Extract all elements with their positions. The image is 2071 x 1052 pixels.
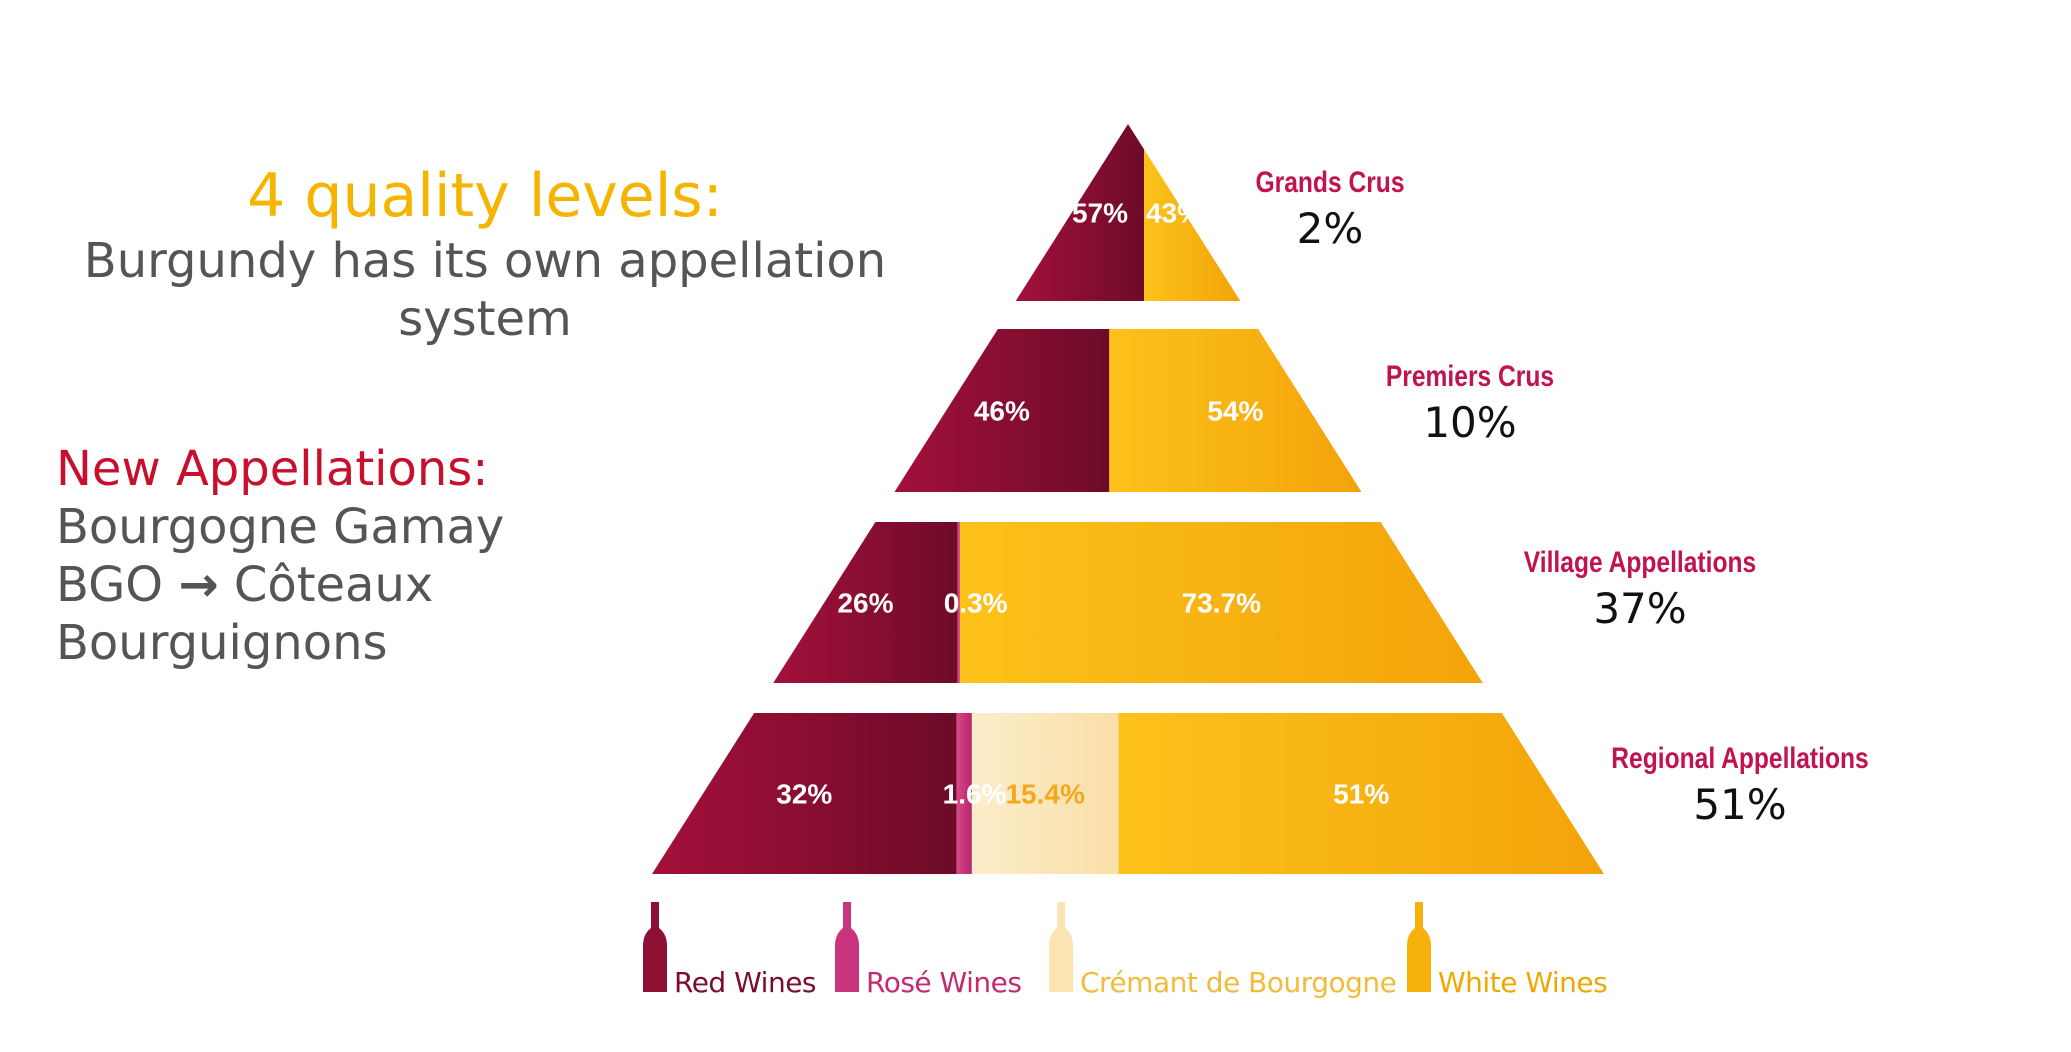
- segment-value-label: 0.3%: [944, 588, 1008, 619]
- level-label-grands-crus: Grands Crus 2%: [1190, 166, 1470, 253]
- level-share: 2%: [1296, 204, 1364, 253]
- segment-white-wines: [959, 522, 1483, 683]
- level-name: Premiers Crus: [1385, 360, 1555, 393]
- arrow-right-icon: →: [178, 557, 219, 613]
- pyramid-tier-2: [894, 329, 1362, 492]
- legend-label: Rosé Wines: [866, 966, 1022, 999]
- segment-value-label: 46%: [974, 396, 1030, 427]
- level-share: 37%: [1593, 584, 1687, 633]
- red-bottle-icon: [643, 902, 667, 992]
- level-share: 51%: [1693, 780, 1787, 829]
- segment-value-label: 57%: [1072, 198, 1128, 229]
- segment-value-label: 15.4%: [1005, 779, 1084, 810]
- level-label-village-appellations: Village Appellations 37%: [1440, 546, 1840, 633]
- level-name: Village Appellations: [1523, 546, 1757, 579]
- segment-cr-mant-de-bourgogne: [971, 713, 1119, 874]
- segment-ros-wines: [956, 713, 972, 874]
- new-appellation-line-2: BGO → Côteaux: [56, 556, 504, 614]
- pyramid-tier-4: [652, 713, 1604, 874]
- coteaux-text: Côteaux: [233, 557, 434, 613]
- pyramid-tier-labels-1: 57% 43%: [1072, 198, 1202, 229]
- new-appellations-title: New Appellations:: [56, 441, 489, 497]
- level-label-regional-appellations: Regional Appellations 51%: [1530, 742, 1950, 829]
- segment-value-label: 54%: [1207, 396, 1263, 427]
- white-bottle-icon: [1407, 902, 1431, 992]
- level-label-premiers-crus: Premiers Crus 10%: [1320, 360, 1620, 447]
- pyramid-tier-labels-3: 26% 0.3% 73.7%: [837, 588, 1261, 619]
- segment-value-label: 1.6%: [943, 779, 1007, 810]
- segment-value-label: 73.7%: [1182, 588, 1261, 619]
- heading-title: 4 quality levels:: [247, 161, 723, 231]
- legend-label: Crémant de Bourgogne: [1080, 966, 1397, 999]
- heading-subtitle: Burgundy has its own appellation system: [83, 233, 887, 347]
- rose-bottle-icon: [835, 902, 859, 992]
- bgo-text: BGO: [56, 557, 164, 613]
- level-name: Regional Appellations: [1611, 742, 1869, 775]
- segment-value-label: 26%: [837, 588, 893, 619]
- segment-value-label: 51%: [1333, 779, 1389, 810]
- new-appellation-line-1: Bourgogne Gamay: [56, 499, 505, 555]
- pyramid-tier-labels-2: 46% 54%: [974, 396, 1264, 427]
- new-appellations-block: New Appellations: Bourgogne Gamay BGO → …: [56, 440, 504, 672]
- level-share: 10%: [1423, 398, 1517, 447]
- pyramid-tier-3: [773, 522, 1483, 683]
- heading-block: 4 quality levels: Burgundy has its own a…: [0, 160, 970, 348]
- new-appellation-line-3: Bourguignons: [56, 615, 388, 671]
- level-name: Grands Crus: [1255, 166, 1405, 199]
- legend-label: White Wines: [1438, 966, 1608, 999]
- segment-value-label: 32%: [776, 779, 832, 810]
- pyramid-tier-labels-4: 32% 1.6% 15.4% 51%: [776, 779, 1389, 810]
- cremant-bottle-icon: [1049, 902, 1073, 992]
- legend-label: Red Wines: [674, 966, 817, 999]
- segment-value-label: 43%: [1146, 198, 1202, 229]
